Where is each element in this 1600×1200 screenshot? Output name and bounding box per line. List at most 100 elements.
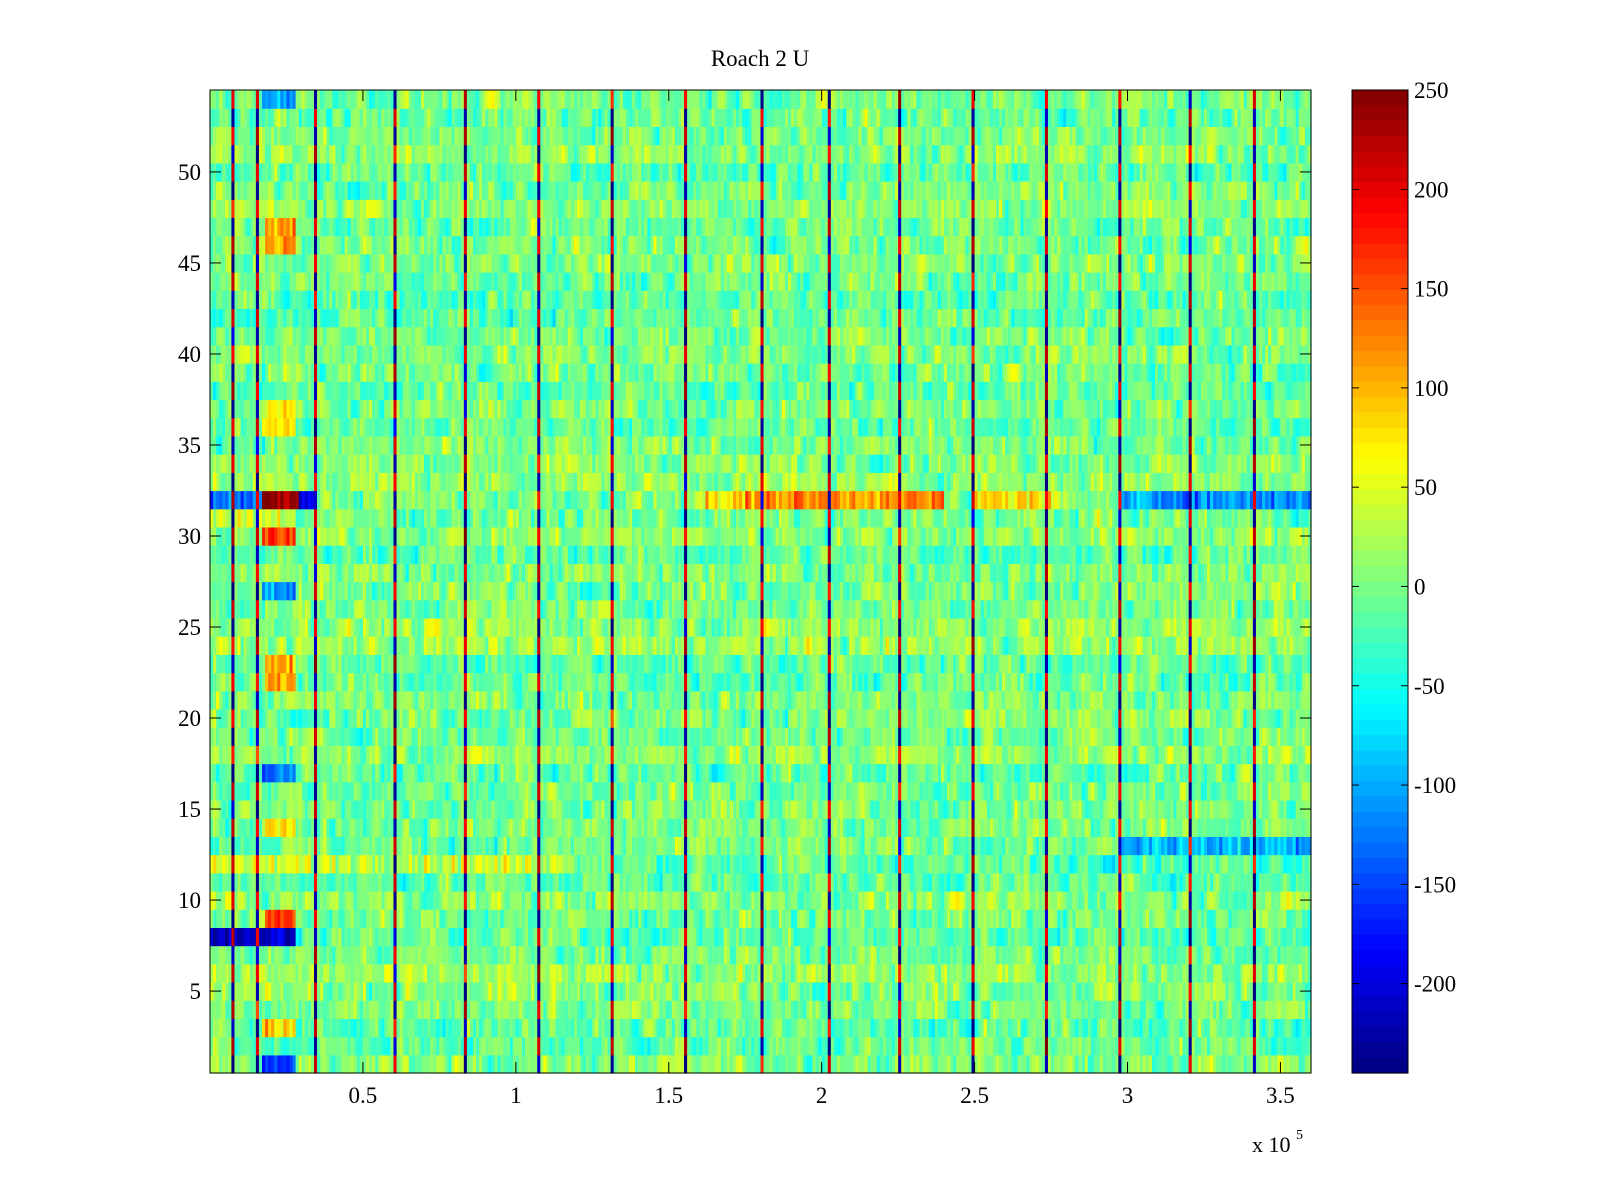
heatmap-cell bbox=[286, 963, 291, 983]
heatmap-cell bbox=[1124, 1054, 1129, 1074]
heatmap-cell bbox=[1274, 1000, 1278, 1019]
heatmap-cell bbox=[1213, 981, 1217, 1001]
heatmap-cell bbox=[1188, 1018, 1193, 1038]
heatmap-cell bbox=[632, 981, 636, 1001]
heatmap-cell bbox=[895, 981, 899, 1001]
heatmap-cell bbox=[824, 1054, 829, 1074]
heatmap-cell bbox=[1155, 1000, 1159, 1019]
heatmap-cell bbox=[794, 1000, 798, 1019]
heatmap-cell bbox=[1038, 1018, 1043, 1038]
heatmap-cell bbox=[1167, 1036, 1171, 1056]
heatmap-cell bbox=[509, 1054, 514, 1074]
heatmap-cell bbox=[1170, 1018, 1174, 1038]
heatmap-cell bbox=[1237, 1018, 1242, 1038]
heatmap-cell bbox=[940, 1054, 945, 1074]
heatmap-cell bbox=[986, 1018, 991, 1038]
heatmap-cell bbox=[1118, 1036, 1122, 1056]
heatmap-cell bbox=[677, 1000, 682, 1019]
heatmap-cell bbox=[1008, 1018, 1012, 1038]
heatmap-cell bbox=[289, 1000, 294, 1019]
heatmap-cell bbox=[283, 1000, 288, 1019]
heatmap-cell bbox=[488, 1054, 492, 1074]
heatmap-cell bbox=[898, 981, 902, 1001]
heatmap-cell bbox=[745, 1036, 749, 1056]
heatmap-cell bbox=[1112, 981, 1116, 1001]
heatmap-cell bbox=[1093, 981, 1098, 1001]
heatmap-cell bbox=[800, 981, 804, 1001]
heatmap-cell bbox=[665, 1000, 670, 1019]
heatmap-cell bbox=[708, 1054, 713, 1074]
heatmap-cell bbox=[1124, 981, 1129, 1001]
heatmap-cell bbox=[396, 1000, 401, 1019]
heatmap-cell bbox=[1262, 981, 1266, 1001]
heatmap-cell bbox=[919, 981, 924, 1001]
heatmap-cell bbox=[778, 1054, 783, 1074]
heatmap-cell bbox=[916, 1054, 921, 1074]
heatmap-cell bbox=[885, 1018, 890, 1038]
heatmap-cell bbox=[843, 1000, 847, 1019]
heatmap-cell bbox=[359, 981, 364, 1001]
heatmap-cell bbox=[552, 1000, 557, 1019]
heatmap-cell bbox=[1066, 1036, 1070, 1056]
heatmap-cell bbox=[1026, 1036, 1031, 1056]
heatmap-cell bbox=[448, 963, 453, 983]
heatmap-cell bbox=[1197, 1054, 1202, 1074]
heatmap-cell bbox=[408, 981, 413, 1001]
heatmap-cell bbox=[1130, 981, 1135, 1001]
heatmap-cell bbox=[1210, 1018, 1214, 1038]
heatmap-cell bbox=[295, 963, 300, 983]
heatmap-cell bbox=[222, 1018, 226, 1038]
heatmap-cell bbox=[604, 1018, 609, 1038]
heatmap-cell bbox=[531, 1054, 535, 1074]
heatmap-cell bbox=[1148, 1036, 1153, 1056]
heatmap-cell bbox=[323, 1036, 327, 1056]
heatmap-cell bbox=[836, 981, 841, 1001]
heatmap-cell bbox=[1207, 1000, 1211, 1019]
heatmap-cell bbox=[1032, 1036, 1037, 1056]
heatmap-cell bbox=[261, 1054, 266, 1074]
heatmap-cell bbox=[531, 981, 535, 1001]
heatmap-cell bbox=[708, 1036, 713, 1056]
heatmap-cell bbox=[794, 1018, 798, 1038]
heatmap-cell bbox=[463, 963, 468, 983]
heatmap-cell bbox=[702, 981, 707, 1001]
heatmap-cell bbox=[641, 1018, 645, 1038]
heatmap-cell bbox=[956, 981, 960, 1001]
heatmap-cell bbox=[261, 1000, 266, 1019]
heatmap-cell bbox=[494, 981, 499, 1001]
heatmap-cell bbox=[989, 1000, 994, 1019]
heatmap-cell bbox=[650, 1000, 655, 1019]
heatmap-cell bbox=[895, 1054, 899, 1074]
heatmap-cell bbox=[745, 1000, 749, 1019]
heatmap-cell bbox=[228, 963, 233, 983]
heatmap-cell bbox=[944, 1000, 948, 1019]
heatmap-cell bbox=[1252, 1000, 1257, 1019]
heatmap-cell bbox=[619, 1036, 624, 1056]
heatmap-cell bbox=[1011, 981, 1015, 1001]
heatmap-cell bbox=[469, 1054, 474, 1074]
heatmap-cell bbox=[1035, 1000, 1040, 1019]
heatmap-cell bbox=[1216, 981, 1220, 1001]
heatmap-cell bbox=[647, 1000, 651, 1019]
heatmap-cell bbox=[1243, 1018, 1248, 1038]
heatmap-cell bbox=[1029, 1018, 1034, 1038]
heatmap-cell bbox=[668, 1054, 673, 1074]
heatmap-cell bbox=[925, 1018, 930, 1038]
heatmap-cell bbox=[1170, 1000, 1174, 1019]
heatmap-cell bbox=[1295, 1036, 1300, 1056]
heatmap-cell bbox=[742, 1018, 746, 1038]
heatmap-cell bbox=[622, 1036, 627, 1056]
heatmap-cell bbox=[641, 1036, 645, 1056]
heatmap-cell bbox=[800, 1018, 804, 1038]
heatmap-cell bbox=[292, 1018, 297, 1038]
heatmap-cell bbox=[1063, 1036, 1067, 1056]
heatmap-cell bbox=[628, 981, 633, 1001]
heatmap-cell bbox=[405, 963, 410, 983]
heatmap-cell bbox=[1188, 1000, 1193, 1019]
heatmap-cell bbox=[995, 1036, 1000, 1056]
heatmap-cell bbox=[213, 1000, 217, 1019]
heatmap-cell bbox=[1072, 1000, 1077, 1019]
heatmap-cell bbox=[1295, 1054, 1300, 1074]
heatmap-cell bbox=[439, 1000, 444, 1019]
heatmap-cell bbox=[632, 1036, 636, 1056]
